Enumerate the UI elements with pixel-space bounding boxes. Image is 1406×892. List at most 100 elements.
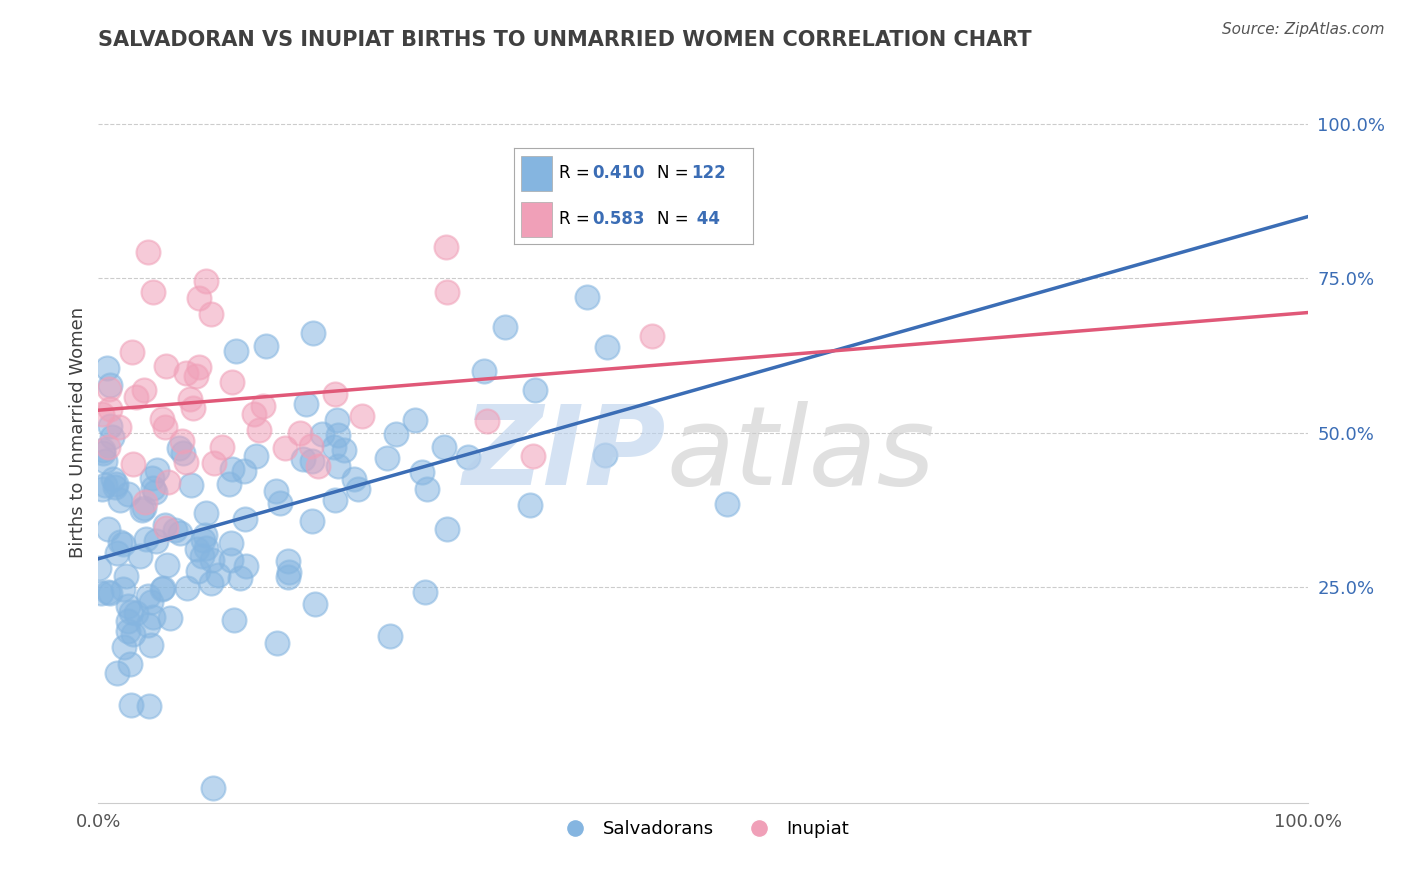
Point <box>494 320 516 334</box>
Point <box>91 482 114 496</box>
Point <box>269 496 291 510</box>
Point <box>91 443 114 458</box>
Point <box>141 471 163 485</box>
Point <box>295 397 318 411</box>
Point <box>277 553 299 567</box>
Point <box>142 481 165 495</box>
Point <box>291 452 314 467</box>
Point <box>138 699 160 714</box>
Point <box>117 624 139 638</box>
Point <box>201 552 224 566</box>
Point <box>207 567 229 582</box>
Point <box>343 472 366 486</box>
Point <box>233 512 256 526</box>
Point <box>202 456 225 470</box>
Point <box>125 606 148 620</box>
Point <box>165 523 187 537</box>
Point <box>132 383 155 397</box>
Point <box>200 307 222 321</box>
Point <box>195 506 218 520</box>
Point <box>96 361 118 376</box>
Point <box>221 462 243 476</box>
Point <box>433 440 456 454</box>
Text: SALVADORAN VS INUPIAT BIRTHS TO UNMARRIED WOMEN CORRELATION CHART: SALVADORAN VS INUPIAT BIRTHS TO UNMARRIE… <box>98 29 1032 50</box>
Point <box>436 522 458 536</box>
Point <box>311 427 333 442</box>
Point <box>326 428 349 442</box>
Text: R =: R = <box>560 164 595 182</box>
Point <box>522 450 544 464</box>
Point <box>346 482 368 496</box>
Point <box>323 387 346 401</box>
Point <box>169 442 191 456</box>
Point <box>323 493 346 508</box>
Text: Source: ZipAtlas.com: Source: ZipAtlas.com <box>1222 22 1385 37</box>
Point <box>169 525 191 540</box>
Point <box>188 291 211 305</box>
Text: N =: N = <box>658 211 695 228</box>
Text: atlas: atlas <box>666 401 935 508</box>
Point <box>97 522 120 536</box>
Point <box>94 454 117 468</box>
Point <box>145 534 167 549</box>
Point <box>108 420 131 434</box>
Point <box>200 576 222 591</box>
Point <box>219 552 242 566</box>
Point <box>596 340 619 354</box>
Point <box>225 344 247 359</box>
Point <box>326 413 349 427</box>
Point <box>641 329 664 343</box>
Point <box>328 458 350 473</box>
Point <box>179 392 201 406</box>
Point <box>93 446 115 460</box>
Point <box>274 441 297 455</box>
Point <box>243 407 266 421</box>
Point <box>122 457 145 471</box>
Point <box>104 480 127 494</box>
Point <box>475 414 498 428</box>
Point <box>332 443 354 458</box>
Point <box>122 627 145 641</box>
Point <box>98 419 121 434</box>
Point <box>385 427 408 442</box>
Point <box>98 401 121 416</box>
Point <box>202 781 225 796</box>
Point <box>416 482 439 496</box>
Point <box>186 541 208 556</box>
Point <box>155 558 177 572</box>
Text: 0.410: 0.410 <box>593 164 645 182</box>
Point <box>101 430 124 444</box>
Point <box>176 581 198 595</box>
Point <box>235 558 257 573</box>
Y-axis label: Births to Unmarried Women: Births to Unmarried Women <box>69 307 87 558</box>
Point <box>120 657 142 671</box>
Text: N =: N = <box>658 164 695 182</box>
Point <box>150 412 173 426</box>
Point <box>136 244 159 259</box>
Point <box>120 605 142 619</box>
Point <box>266 635 288 649</box>
Point <box>112 582 135 596</box>
Point <box>221 375 243 389</box>
Point <box>174 455 197 469</box>
Point <box>219 536 242 550</box>
Point <box>288 426 311 441</box>
Point <box>593 448 616 462</box>
Point <box>229 571 252 585</box>
Point <box>352 409 374 423</box>
Point <box>105 666 128 681</box>
Text: 0.583: 0.583 <box>593 211 645 228</box>
Point <box>181 401 204 415</box>
Point <box>277 570 299 584</box>
Point <box>380 629 402 643</box>
Point <box>120 698 142 712</box>
Point <box>224 613 246 627</box>
Point <box>153 420 176 434</box>
Text: 122: 122 <box>690 164 725 182</box>
Point <box>153 518 176 533</box>
Point <box>302 326 325 341</box>
Point <box>103 472 125 486</box>
Bar <box>520 202 553 236</box>
Point <box>180 478 202 492</box>
Point <box>190 549 212 564</box>
